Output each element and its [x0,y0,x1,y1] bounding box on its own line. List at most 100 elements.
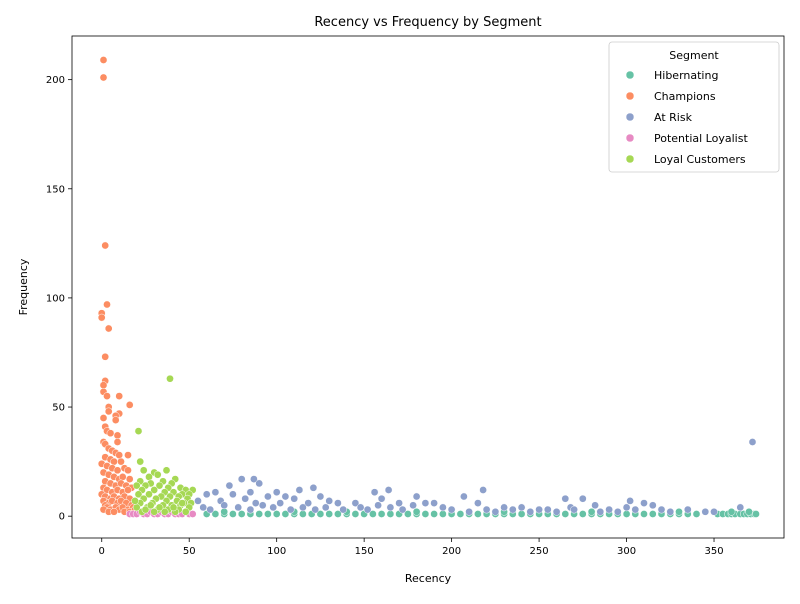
data-point [517,503,526,512]
data-point [220,501,229,510]
data-point [631,505,640,514]
data-point [412,492,421,501]
data-point [605,505,613,514]
data-point [250,475,258,483]
data-point [113,438,122,446]
y-tick-label: 50 [52,403,65,414]
data-point [281,510,290,518]
data-point [526,507,535,516]
series-champions [97,56,139,516]
data-point [421,510,430,518]
legend-marker [625,154,635,164]
data-point [474,510,482,518]
data-point [99,56,108,64]
data-point [439,510,447,518]
x-axis-ticks: 0 50 100 150 200 250 300 350 [99,538,724,557]
data-point [134,427,143,435]
data-point [145,490,153,499]
data-point [622,503,631,512]
data-point [169,503,178,512]
legend-label: Potential Loyalist [654,132,748,145]
data-point [211,510,220,518]
data-point [482,505,491,514]
data-point [113,466,122,475]
legend-marker [625,112,635,122]
data-point [570,505,578,514]
data-point [139,466,148,475]
data-point [234,503,243,512]
data-point [155,481,164,490]
legend-items: Hibernating Champions At Risk Potential Loy… [625,69,748,166]
data-point [101,352,110,361]
legend-marker [625,91,635,101]
data-point [727,507,736,516]
chart-title: Recency vs Frequency by Segment [314,15,541,30]
legend-marker [625,70,635,80]
data-point [211,488,220,497]
data-point [199,503,208,512]
data-point [491,507,500,516]
data-point [258,501,267,510]
data-point [474,499,482,507]
data-point [269,503,278,512]
data-point [124,451,132,459]
data-point [194,497,202,505]
data-point [398,505,407,514]
data-point [153,470,162,479]
data-point [316,510,325,518]
y-tick-label: 0 [59,512,65,523]
data-point [552,507,561,516]
x-tick-label: 50 [183,546,196,557]
data-point [251,499,260,507]
x-tick-label: 0 [99,546,105,557]
data-point [648,501,657,510]
data-point [613,507,622,516]
data-point [132,481,141,490]
legend-title: Segment [669,49,719,62]
data-point [374,501,382,510]
data-point [97,313,106,322]
data-point [166,374,174,383]
data-point [206,505,215,514]
data-point [178,499,187,507]
data-point [241,494,250,503]
data-point [237,475,246,483]
data-point [124,466,132,475]
data-point [736,503,745,512]
data-point [591,501,599,510]
data-point [587,507,596,516]
y-axis-label: Frequency [17,258,30,315]
data-point [439,503,447,512]
data-point [430,510,438,518]
data-point [748,438,757,446]
data-point [409,501,417,510]
legend-label: Hibernating [654,69,718,82]
data-point [517,510,526,518]
data-point [447,505,456,514]
data-point [479,486,487,494]
data-point [99,381,108,390]
data-point [626,497,634,505]
data-point [104,407,113,416]
data-point [110,507,118,516]
data-point [299,503,307,512]
data-point [117,457,125,466]
data-point [339,505,348,514]
data-point [386,503,395,512]
data-point [321,503,330,512]
data-point [334,499,342,507]
data-point [225,481,234,490]
data-point [181,507,190,516]
legend-label: Loyal Customers [654,153,746,166]
x-tick-label: 150 [355,546,374,557]
series-at-risk [194,438,757,516]
series-hibernating [202,507,760,518]
data-point [596,507,605,516]
data-point [675,507,683,516]
data-point [281,492,290,501]
data-point [113,431,122,440]
data-point [160,507,169,516]
data-point [246,488,255,497]
data-point [255,510,264,518]
data-point [115,451,124,459]
